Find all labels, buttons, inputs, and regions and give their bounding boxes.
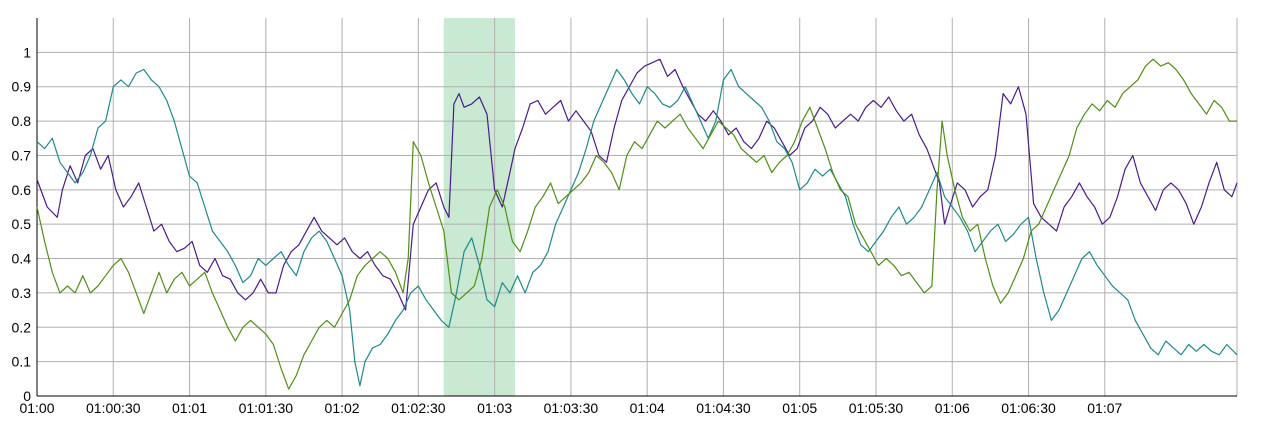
x-tick-label-4: 01:02 bbox=[325, 400, 360, 416]
x-tick-label-8: 01:04 bbox=[630, 400, 665, 416]
x-tick-label-0: 01:00 bbox=[19, 400, 54, 416]
y-tick-label-8: 0.8 bbox=[12, 113, 32, 129]
x-tick-label-13: 01:06:30 bbox=[1001, 400, 1056, 416]
x-tick-label-14: 01:07 bbox=[1087, 400, 1122, 416]
highlight-band-layer bbox=[443, 18, 515, 396]
y-tick-label-6: 0.6 bbox=[12, 182, 32, 198]
tick-label-layer: 0 0.1 0.2 0.3 0.4 0.5 0.6 0.7 0.8 0.9 1 01:00 01:00:… bbox=[12, 44, 1123, 416]
x-tick-label-3: 01:01:30 bbox=[239, 400, 294, 416]
x-tick-label-10: 01:05 bbox=[782, 400, 817, 416]
y-tick-label-3: 0.3 bbox=[12, 285, 32, 301]
x-tick-label-11: 01:05:30 bbox=[849, 400, 904, 416]
y-tick-label-7: 0.7 bbox=[12, 147, 32, 163]
grid-layer bbox=[36, 18, 1238, 397]
x-tick-label-7: 01:03:30 bbox=[544, 400, 599, 416]
highlight-band bbox=[443, 18, 515, 396]
y-tick-label-9: 0.9 bbox=[12, 79, 32, 95]
series-line-2 bbox=[36, 68, 1238, 387]
x-tick-label-12: 01:06 bbox=[935, 400, 970, 416]
x-tick-label-1: 01:00:30 bbox=[86, 400, 141, 416]
series-line-1 bbox=[36, 58, 1238, 311]
x-tick-label-2: 01:01 bbox=[172, 400, 207, 416]
y-tick-label-5: 0.5 bbox=[12, 216, 32, 232]
y-tick-label-2: 0.2 bbox=[12, 319, 32, 335]
x-tick-label-5: 01:02:30 bbox=[391, 400, 446, 416]
axis-layer bbox=[36, 18, 1237, 397]
series-line-3 bbox=[36, 58, 1237, 390]
series-layer bbox=[36, 58, 1238, 390]
y-tick-label-1: 0.1 bbox=[12, 354, 32, 370]
y-tick-label-10: 1 bbox=[23, 44, 31, 60]
x-tick-label-9: 01:04:30 bbox=[696, 400, 751, 416]
y-tick-label-0: 0 bbox=[23, 388, 31, 404]
x-tick-label-6: 01:03 bbox=[477, 400, 512, 416]
y-tick-label-4: 0.4 bbox=[12, 251, 32, 267]
